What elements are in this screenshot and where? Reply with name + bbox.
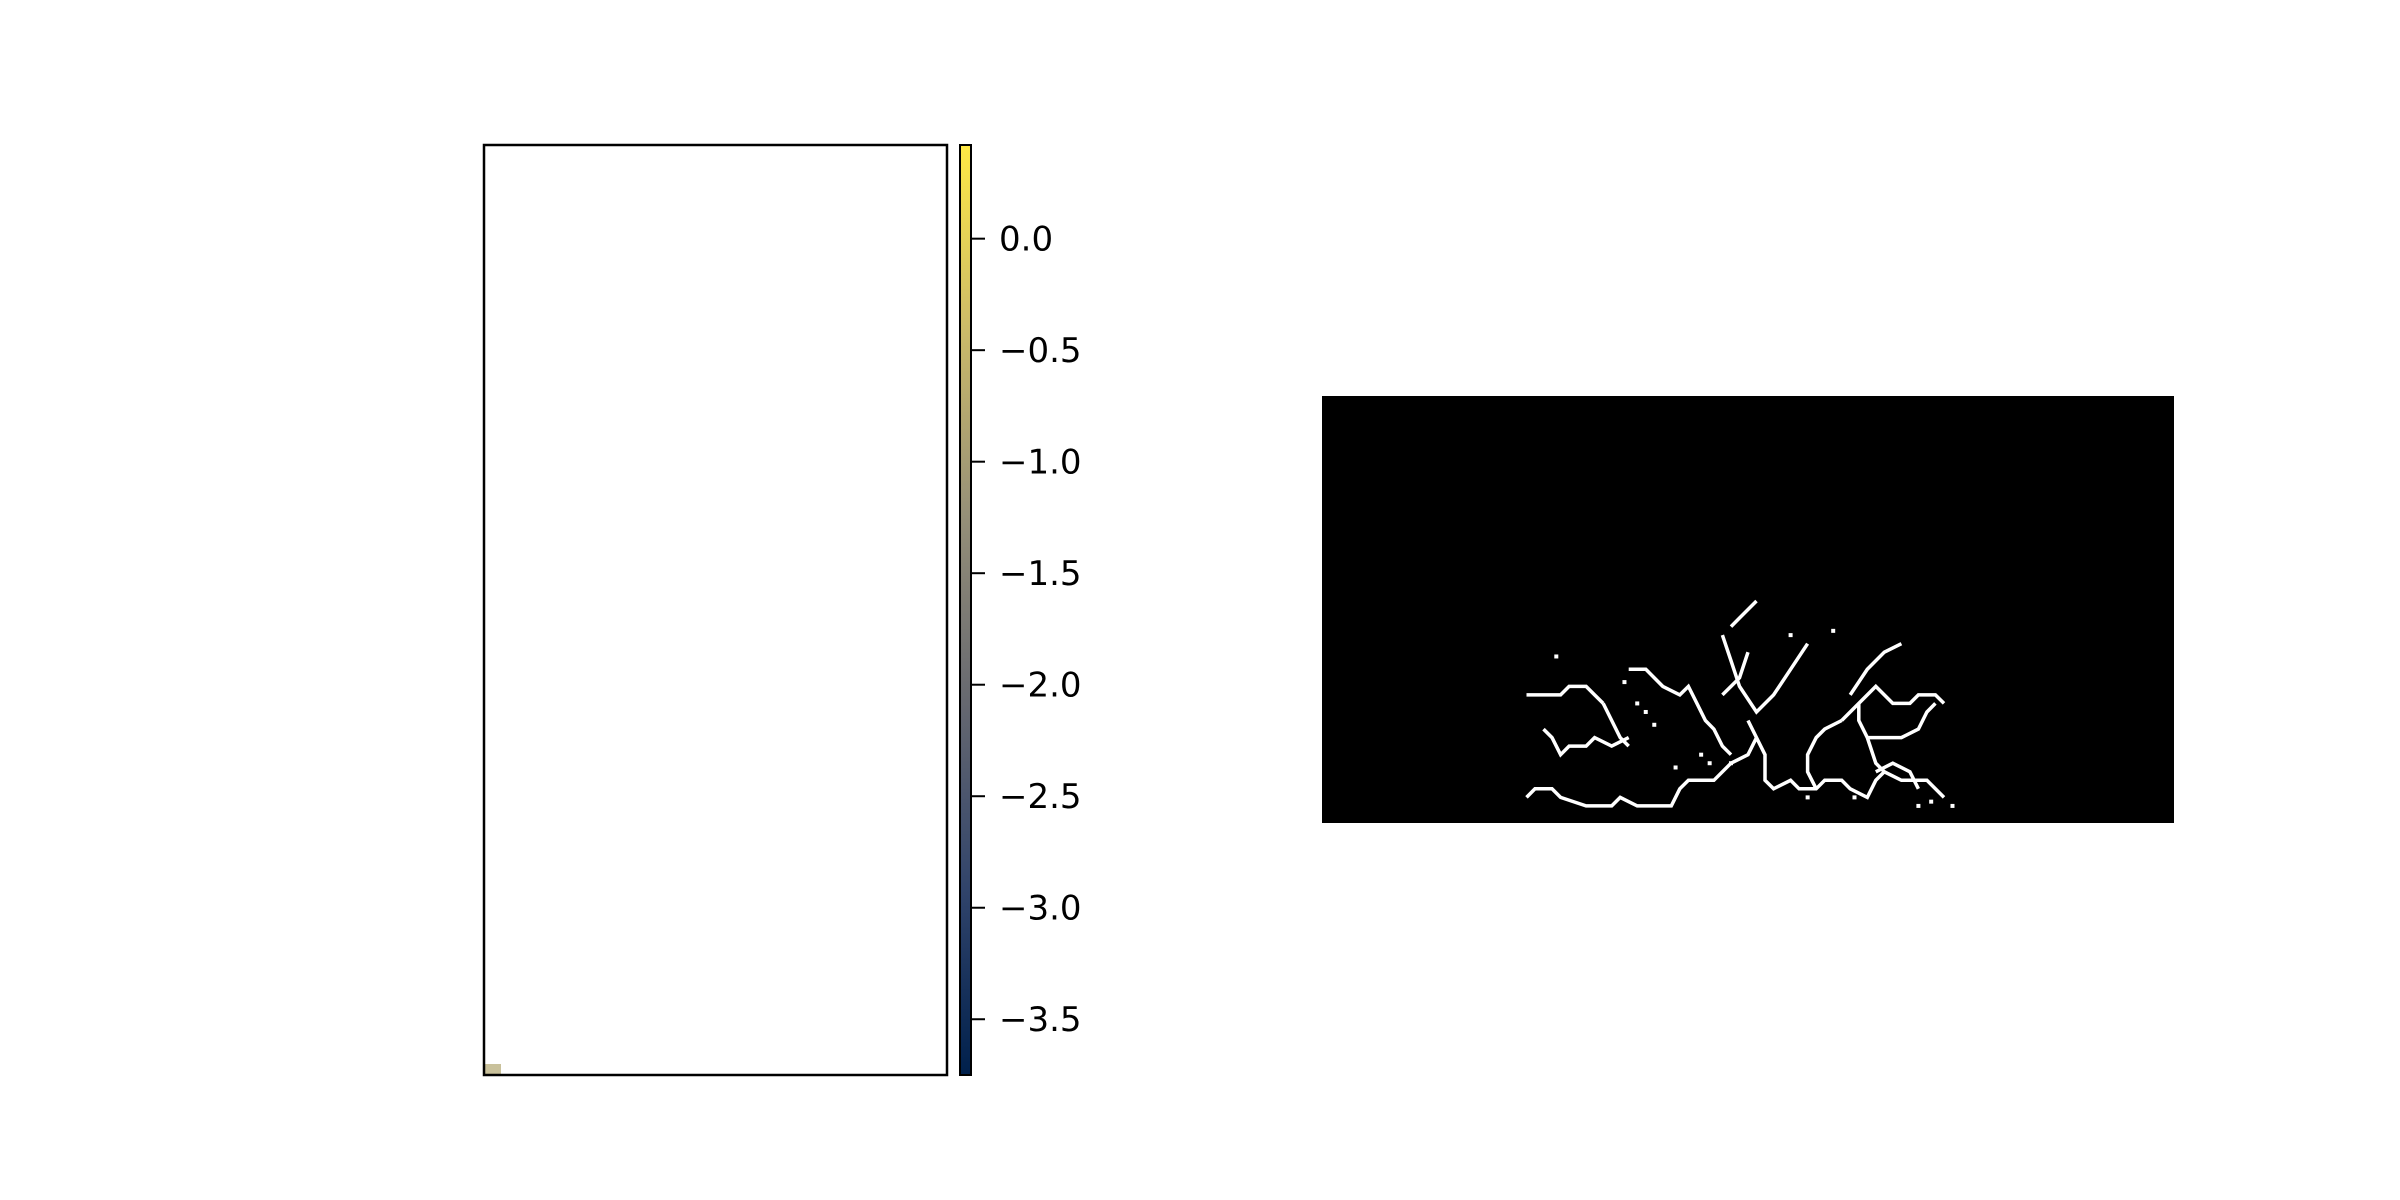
edge-dot [1643, 709, 1648, 714]
right-edge-image-panel [1322, 396, 2174, 823]
edge-lines [1525, 599, 1946, 808]
colorbar-tick-label: −3.5 [999, 1000, 1082, 1040]
edge-line [1875, 761, 1920, 790]
edge-dot [1554, 654, 1559, 659]
edge-line [1542, 727, 1630, 758]
edge-line [1867, 702, 1937, 740]
edge-dot [1805, 795, 1810, 800]
edge-line [1746, 719, 1946, 800]
colorbar-tick-label: −1.5 [999, 554, 1082, 594]
edge-dot [1788, 633, 1793, 638]
edge-line [1720, 634, 1810, 715]
edge-line [1848, 642, 1903, 696]
edge-line [1525, 736, 1759, 808]
colorbar-tick-label: −2.5 [999, 777, 1082, 817]
edge-dot [1831, 628, 1836, 633]
edge-line [1721, 651, 1750, 697]
edge-dot [1929, 799, 1934, 804]
left-heatmap-background [484, 145, 947, 1075]
edge-line [1729, 599, 1758, 628]
edge-dots [1554, 628, 1955, 808]
edge-line [1526, 684, 1605, 705]
left-heatmap-frame [482, 143, 949, 1077]
colorbar-ticks: 0.0 −0.5 −1.0 −1.5 −2.0 −2.5 −3.0 −3.5 [971, 220, 1082, 1040]
edge-line [1840, 683, 1946, 722]
edge-dot [1950, 803, 1955, 808]
colorbar-tick-label: −3.0 [999, 889, 1082, 929]
edge-dot [1673, 765, 1678, 770]
edge-dot [1699, 752, 1704, 757]
colorbar-tick-label: −1.0 [999, 443, 1082, 483]
colorbar-tick-label: −2.0 [999, 666, 1082, 706]
colorbar-gradient [960, 145, 971, 1075]
colorbar: 0.0 −0.5 −1.0 −1.5 −2.0 −2.5 −3.0 −3.5 [959, 144, 1082, 1076]
colorbar-frame [959, 144, 972, 1076]
edge-dot [1728, 761, 1733, 766]
edge-dot [1916, 803, 1921, 808]
left-heatmap-panel [482, 143, 949, 1077]
edge-dot [1622, 680, 1627, 685]
edge-dot [1635, 701, 1640, 706]
edge-dot [1707, 761, 1712, 766]
heatmap-corner-cell [484, 1064, 501, 1075]
colorbar-tick-label: −0.5 [999, 331, 1082, 371]
edge-line [1805, 718, 1843, 790]
edge-dot [1852, 795, 1857, 800]
edge-line [1628, 667, 1733, 756]
edge-line [1601, 702, 1630, 748]
colorbar-tick-label: 0.0 [999, 220, 1053, 260]
edge-dot [1652, 722, 1657, 727]
